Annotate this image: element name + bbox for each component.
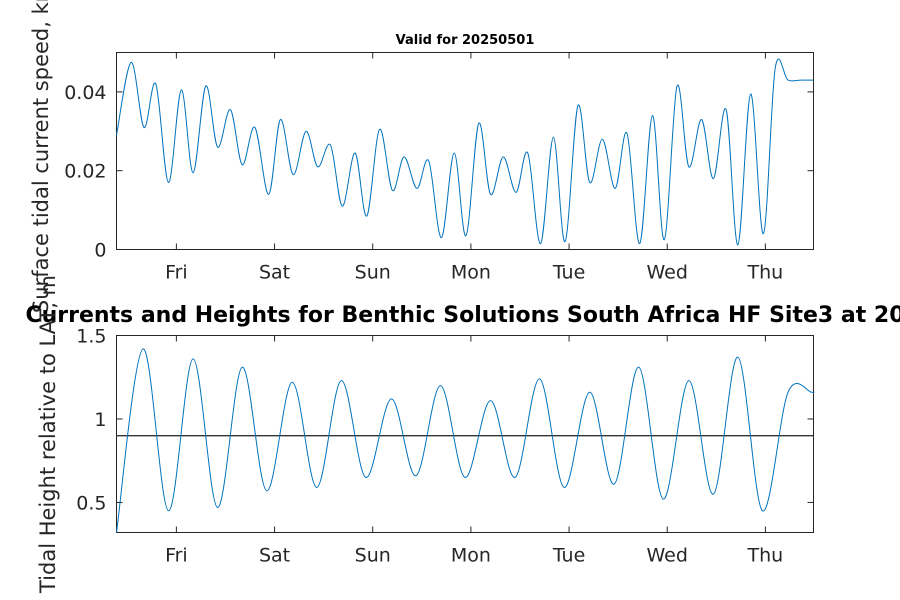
tidal-height-y-tick-label: 1.5 [76,326,106,348]
current-speed-y-tick-label: 0 [94,240,106,262]
current-speed-x-tick-label: Sat [259,262,290,284]
current-speed-y-tick-label: 0.04 [64,82,106,104]
tidal-height-axes: 0.5 1 1.5 Fri Sat Sun Mon Tue Wed Thu Currents a… [25,275,900,594]
current-speed-x-tick-label: Fri [165,262,188,284]
tidal-height-x-tick-label: Mon [451,545,491,567]
tidal-height-y-label: Tidal Height relative to LAT, m [36,275,60,594]
current-speed-axes: 0 0.02 0.04 Fri Sat Sun Mon Tue Wed Thu Valid fo… [29,0,814,313]
tidal-height-series-line [116,348,815,533]
current-speed-y-ticks: 0 0.02 0.04 [64,82,814,262]
current-speed-x-tick-label: Thu [747,262,784,284]
tidal-height-y-tick-label: 1 [94,409,106,431]
current-speed-y-label: Surface tidal current speed, kn [29,0,53,313]
current-speed-series-line [116,58,814,246]
tidal-height-title: Currents and Heights for Benthic Solutio… [25,303,900,328]
current-speed-title: Valid for 20250501 [396,33,535,48]
current-speed-x-tick-label: Sun [355,262,391,284]
tidal-height-x-tick-label: Wed [647,545,688,567]
current-speed-x-tick-label: Wed [647,262,688,284]
current-speed-plot-area [116,52,814,250]
current-speed-x-tick-label: Tue [552,262,585,284]
tidal-height-x-tick-label: Fri [165,545,188,567]
current-speed-x-tick-label: Mon [451,262,491,284]
tidal-height-x-tick-label: Sun [355,545,391,567]
tidal-height-x-tick-label: Tue [552,545,585,567]
tidal-height-plot-area [116,335,814,533]
tidal-height-x-tick-label: Sat [259,545,290,567]
tidal-height-x-tick-label: Thu [747,545,784,567]
tidal-height-y-ticks: 0.5 1 1.5 [76,326,814,514]
tidal-height-x-ticks: Fri Sat Sun Mon Tue Wed Thu [165,335,784,567]
tidal-height-y-tick-label: 0.5 [76,492,106,514]
current-speed-x-ticks: Fri Sat Sun Mon Tue Wed Thu [165,52,784,284]
current-speed-y-tick-label: 0.02 [64,161,106,183]
